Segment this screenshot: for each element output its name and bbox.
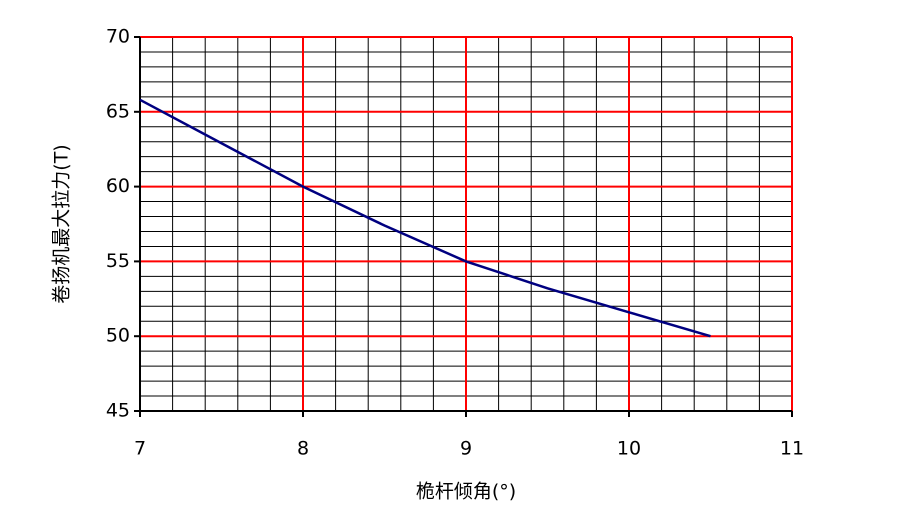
y-tick-label: 45 xyxy=(106,400,130,422)
y-axis-label: 卷扬机最大拉力(T) xyxy=(51,144,73,303)
x-tick-label: 10 xyxy=(617,438,641,460)
x-axis-label: 桅杆倾角(°) xyxy=(416,481,516,503)
x-tick-label: 7 xyxy=(134,438,146,460)
x-tick-label: 8 xyxy=(297,438,309,460)
y-tick-label: 60 xyxy=(106,175,130,197)
y-tick-label: 55 xyxy=(106,250,130,272)
y-tick-label: 50 xyxy=(106,325,130,347)
y-tick-label: 70 xyxy=(106,26,130,48)
y-tick-label: 65 xyxy=(106,100,130,122)
data-line xyxy=(139,98,711,338)
x-tick-label: 11 xyxy=(780,438,804,460)
x-tick-label: 9 xyxy=(460,438,472,460)
